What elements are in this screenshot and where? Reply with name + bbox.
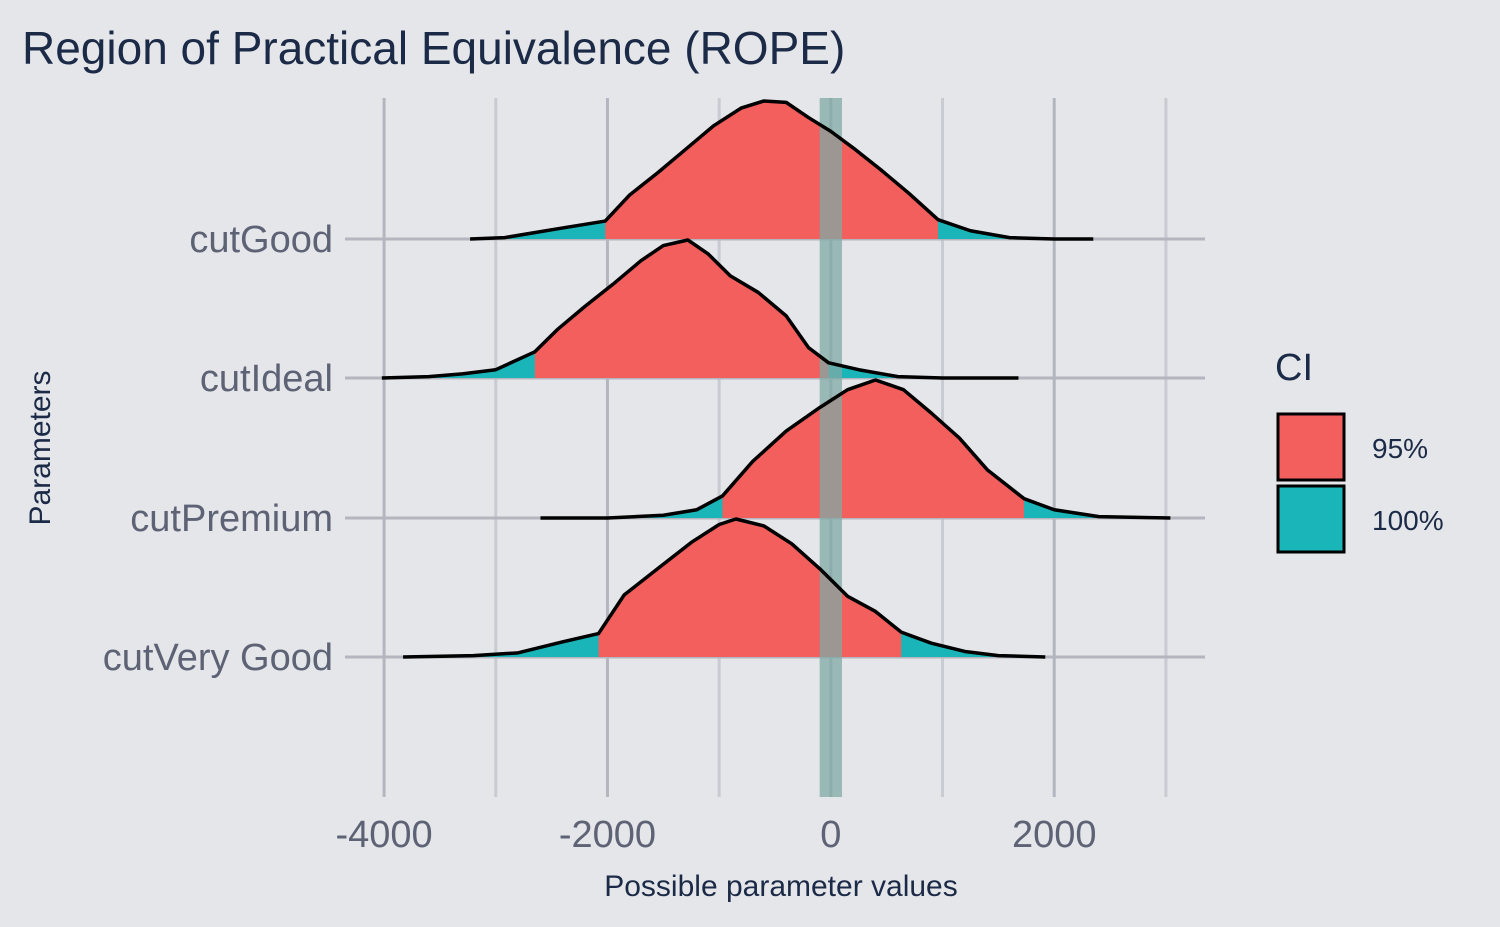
ridge-outline-cutpremium xyxy=(540,378,1171,520)
ridge-ci95-cutideal xyxy=(534,240,829,378)
ridge-ci95-cutgood xyxy=(605,101,939,239)
ridge-outline-cutvery-good xyxy=(403,517,1046,659)
chart-title: Region of Practical Equivalence (ROPE) xyxy=(22,22,845,74)
y-tick-label: cutGood xyxy=(189,219,333,261)
ridge-ci95-cutvery-good xyxy=(598,519,902,657)
y-axis-title: Parameters xyxy=(24,370,57,525)
rope-layer xyxy=(819,98,843,797)
x-tick-label: -4000 xyxy=(335,814,432,856)
x-tick-label: -2000 xyxy=(559,814,656,856)
ridge-ci95-cutpremium xyxy=(722,380,1025,518)
legend-label-95: 95% xyxy=(1372,433,1428,464)
ridges xyxy=(381,101,1171,657)
ridge-outline-cutideal xyxy=(381,238,1019,380)
x-axis-title: Possible parameter values xyxy=(604,870,958,903)
rope-band xyxy=(819,98,843,797)
legend: CI 95% 100% xyxy=(1275,347,1444,554)
x-tick-labels: -4000 -2000 0 2000 xyxy=(335,814,1096,856)
legend-swatch-100 xyxy=(1276,484,1346,554)
y-tick-label: cutPremium xyxy=(130,498,333,540)
x-tick-label: 0 xyxy=(820,814,841,856)
legend-swatch-95 xyxy=(1276,412,1346,482)
ridge-outline-cutgood xyxy=(470,99,1094,241)
legend-label-100: 100% xyxy=(1372,505,1444,536)
y-tick-label: cutVery Good xyxy=(103,637,333,679)
y-tick-label: cutIdeal xyxy=(200,358,333,400)
x-tick-label: 2000 xyxy=(1012,814,1097,856)
legend-title: CI xyxy=(1275,347,1313,389)
y-tick-labels: cutGood cutIdeal cutPremium cutVery Good xyxy=(103,219,333,679)
outlines xyxy=(381,99,1171,659)
